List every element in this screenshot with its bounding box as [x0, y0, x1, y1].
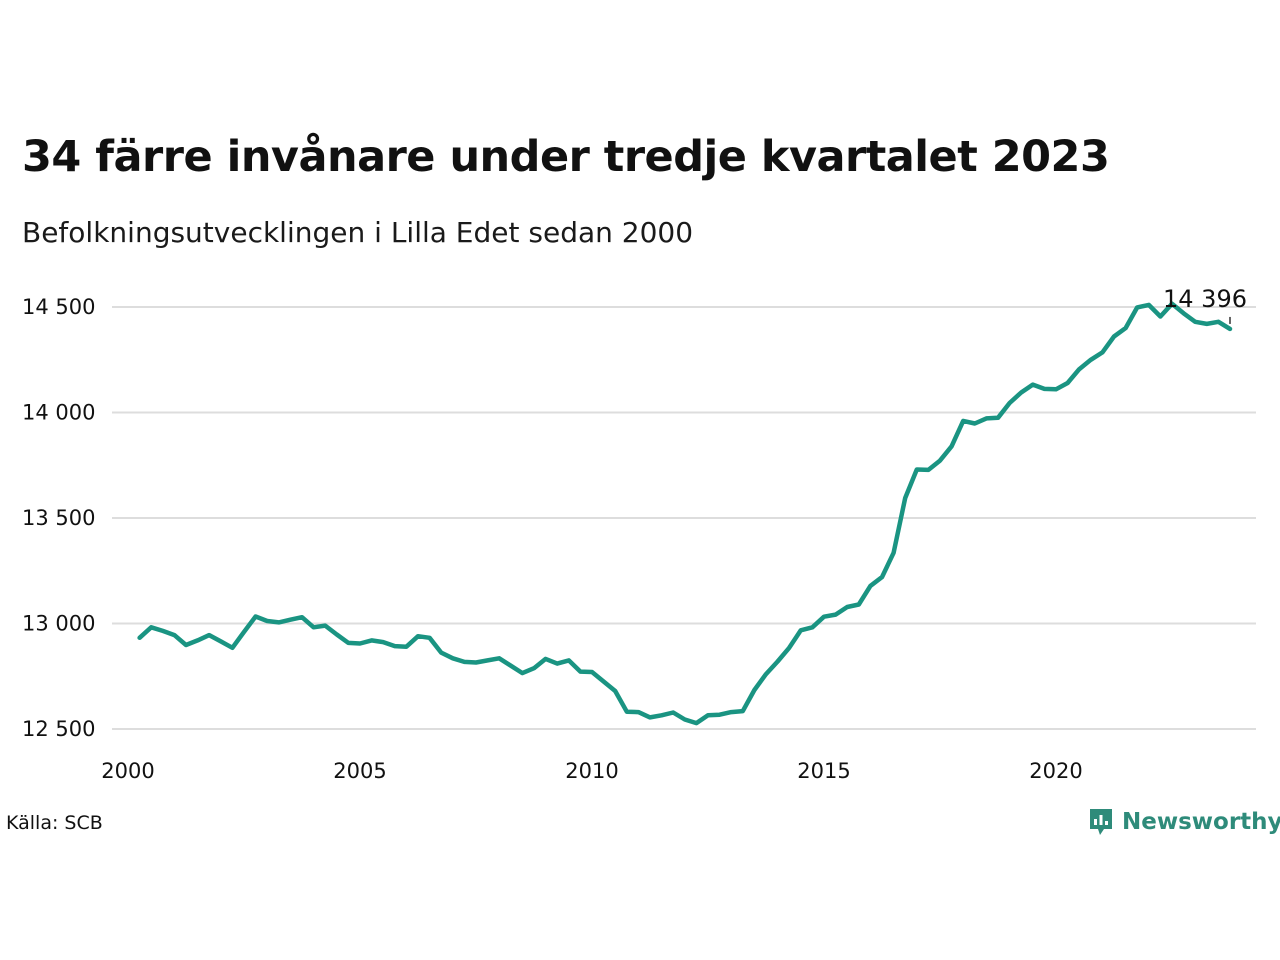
- end-value-label: 14 396: [1163, 285, 1247, 313]
- x-tick-label: 2010: [565, 759, 618, 783]
- y-tick-label: 13 500: [22, 506, 95, 530]
- newsworthy-icon: [1090, 809, 1112, 835]
- y-tick-label: 12 500: [22, 717, 95, 741]
- chart-title: 34 färre invånare under tredje kvartalet…: [22, 132, 1110, 182]
- x-tick-label: 2000: [101, 759, 154, 783]
- chart-subtitle: Befolkningsutvecklingen i Lilla Edet sed…: [22, 216, 694, 249]
- y-tick-label: 13 000: [22, 612, 95, 636]
- x-tick-label: 2005: [333, 759, 386, 783]
- y-tick-label: 14 500: [22, 295, 95, 319]
- source-note: Källa: SCB: [6, 812, 103, 834]
- series-line: [137, 301, 1233, 726]
- x-tick-label: 2015: [797, 759, 850, 783]
- y-tick-label: 14 000: [22, 401, 95, 425]
- brand-name: Newsworthy: [1122, 809, 1280, 835]
- x-tick-label: 2020: [1029, 759, 1082, 783]
- brand-logo: Newsworthy: [1088, 804, 1280, 840]
